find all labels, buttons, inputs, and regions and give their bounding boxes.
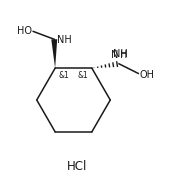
Text: NH: NH [57, 35, 72, 45]
Text: &1: &1 [59, 71, 70, 80]
Text: N: N [111, 50, 118, 60]
Text: NH: NH [113, 49, 127, 59]
Text: OH: OH [139, 70, 154, 80]
Text: &1: &1 [78, 71, 89, 80]
Text: HCl: HCl [67, 160, 87, 173]
Polygon shape [51, 39, 57, 68]
Text: H: H [120, 50, 127, 60]
Text: HO: HO [17, 25, 32, 36]
